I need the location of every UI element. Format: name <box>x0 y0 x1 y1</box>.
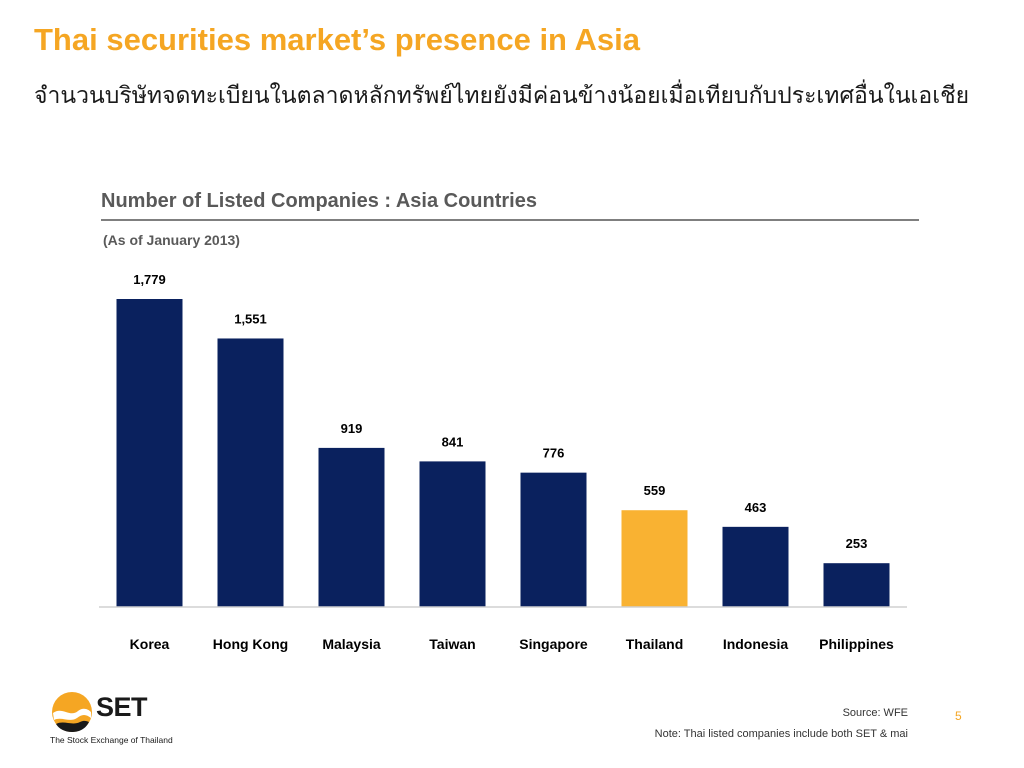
footnote: Note: Thai listed companies include both… <box>654 728 908 740</box>
data-label-thailand: 559 <box>644 483 666 498</box>
chart-title: Number of Listed Companies : Asia Countr… <box>101 190 537 212</box>
x-tick-label-thailand: Thailand <box>626 636 684 652</box>
bar-indonesia <box>722 526 789 607</box>
set-logo-icon <box>52 692 92 732</box>
x-tick-label-indonesia: Indonesia <box>723 636 789 652</box>
bar-philippines <box>823 563 890 607</box>
x-tick-label-hong-kong: Hong Kong <box>213 636 288 652</box>
bar-hong-kong <box>217 338 284 607</box>
slide-title: Thai securities market’s presence in Asi… <box>34 22 640 57</box>
bar-thailand <box>621 510 688 607</box>
source-note: Source: WFE <box>842 707 908 719</box>
x-tick-label-malaysia: Malaysia <box>322 636 381 652</box>
data-label-malaysia: 919 <box>341 421 363 436</box>
data-label-taiwan: 841 <box>442 434 464 449</box>
data-label-philippines: 253 <box>846 536 868 551</box>
x-tick-label-korea: Korea <box>130 636 170 652</box>
chart-subtitle: (As of January 2013) <box>103 232 240 248</box>
bar-malaysia <box>318 447 385 607</box>
bar-singapore <box>520 472 587 607</box>
x-tick-label-taiwan: Taiwan <box>429 636 475 652</box>
bar-korea <box>116 299 183 607</box>
set-logo: SET The Stock Exchange of Thailand <box>50 690 173 746</box>
set-logo-text: SET <box>96 692 148 722</box>
slide-subtitle: จำนวนบริษัทจดทะเบียนในตลาดหลักทรัพย์ไทยย… <box>34 83 970 109</box>
set-logo-tagline: The Stock Exchange of Thailand <box>50 735 173 745</box>
data-label-indonesia: 463 <box>745 500 767 515</box>
chart-title-divider <box>101 219 919 221</box>
x-tick-label-philippines: Philippines <box>819 636 894 652</box>
data-label-korea: 1,779 <box>133 272 166 287</box>
data-label-hong-kong: 1,551 <box>234 311 267 326</box>
page-number: 5 <box>955 709 962 723</box>
data-label-singapore: 776 <box>543 446 565 461</box>
bar-taiwan <box>419 461 486 607</box>
x-tick-label-singapore: Singapore <box>519 636 588 652</box>
